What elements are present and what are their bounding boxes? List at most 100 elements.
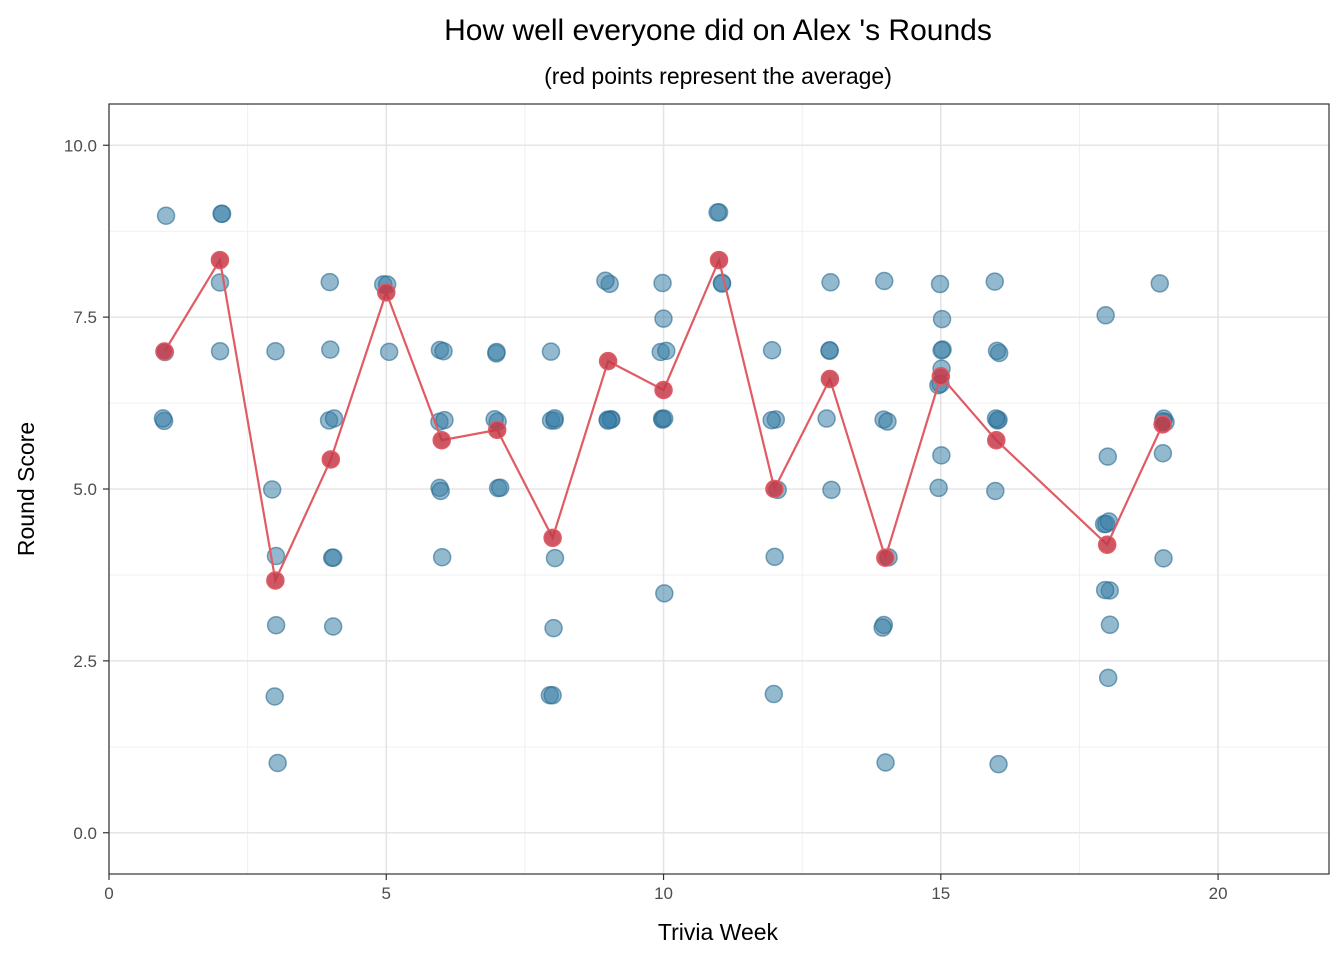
gridlines bbox=[108, 104, 1329, 874]
score-point bbox=[543, 686, 562, 705]
average-point bbox=[543, 528, 562, 548]
score-point bbox=[655, 584, 674, 603]
chart-subtitle: (red points represent the average) bbox=[544, 63, 892, 89]
average-point bbox=[266, 571, 285, 590]
y-tick-label: 7.5 bbox=[73, 308, 97, 327]
score-point bbox=[1154, 549, 1173, 568]
average-point bbox=[654, 380, 673, 400]
score-point bbox=[873, 618, 892, 637]
axes: 0 5 10 15 20 0.0 2.5 5.0 7.5 10.0 bbox=[64, 136, 1228, 903]
x-tick-label: 10 bbox=[654, 884, 673, 903]
score-point bbox=[265, 687, 284, 706]
average-point bbox=[709, 250, 729, 270]
y-axis-title: Round Score bbox=[13, 422, 39, 556]
score-point bbox=[986, 409, 1006, 428]
x-tick-label: 15 bbox=[931, 884, 950, 903]
score-point bbox=[321, 340, 340, 359]
score-point bbox=[266, 615, 286, 635]
score-point bbox=[1096, 306, 1115, 325]
score-point bbox=[432, 547, 452, 567]
score-point bbox=[765, 547, 784, 567]
score-point bbox=[324, 548, 343, 567]
score-point bbox=[596, 271, 615, 291]
average-point bbox=[1097, 535, 1117, 554]
score-point bbox=[708, 203, 727, 222]
score-point bbox=[268, 753, 287, 773]
score-point bbox=[764, 684, 784, 704]
average-point bbox=[1153, 415, 1172, 434]
score-point bbox=[1153, 443, 1173, 463]
average-point bbox=[210, 250, 230, 270]
score-point bbox=[1098, 668, 1118, 688]
y-tick-label: 2.5 bbox=[73, 652, 97, 671]
score-point bbox=[985, 272, 1005, 291]
y-tick-label: 10.0 bbox=[64, 136, 97, 155]
score-point bbox=[930, 274, 950, 294]
score-point bbox=[545, 409, 564, 428]
y-tick-label: 0.0 bbox=[73, 824, 97, 843]
score-point bbox=[1150, 274, 1170, 293]
score-point bbox=[266, 341, 285, 361]
chart-title: How well everyone did on Alex 's Rounds bbox=[444, 14, 992, 47]
score-point bbox=[1100, 615, 1120, 635]
score-point bbox=[435, 410, 454, 430]
score-point bbox=[487, 342, 506, 362]
score-point bbox=[712, 274, 732, 293]
score-point bbox=[379, 342, 399, 362]
score-point bbox=[878, 412, 897, 431]
score-point bbox=[598, 411, 618, 430]
average-point bbox=[598, 351, 618, 371]
score-point bbox=[762, 341, 782, 360]
score-point bbox=[434, 341, 453, 361]
score-point bbox=[820, 341, 839, 360]
plot-marks bbox=[153, 203, 1175, 774]
score-point bbox=[156, 206, 176, 226]
score-point bbox=[262, 480, 282, 499]
score-point bbox=[932, 446, 951, 465]
average-point bbox=[432, 430, 451, 450]
x-tick-label: 0 bbox=[104, 884, 113, 903]
score-point bbox=[490, 478, 510, 497]
score-point bbox=[762, 410, 781, 430]
score-point bbox=[541, 342, 561, 361]
score-point bbox=[320, 272, 340, 292]
score-point bbox=[1098, 447, 1118, 466]
score-point bbox=[986, 481, 1005, 501]
score-point bbox=[323, 617, 343, 636]
score-point bbox=[654, 309, 673, 328]
score-point bbox=[431, 481, 450, 501]
average-point bbox=[321, 450, 341, 469]
score-point bbox=[657, 341, 676, 361]
average-point bbox=[487, 420, 507, 440]
score-point bbox=[929, 478, 948, 498]
score-point bbox=[821, 273, 840, 292]
score-point bbox=[653, 273, 672, 293]
score-point bbox=[817, 409, 836, 428]
score-point bbox=[324, 409, 344, 428]
score-point bbox=[654, 409, 674, 428]
y-tick-label: 5.0 bbox=[73, 480, 97, 499]
score-point bbox=[545, 548, 565, 568]
average-point bbox=[820, 369, 840, 389]
score-point bbox=[989, 754, 1008, 774]
average-point bbox=[987, 430, 1006, 450]
score-point bbox=[210, 341, 230, 361]
score-point bbox=[932, 341, 951, 360]
average-point bbox=[765, 479, 784, 499]
score-point bbox=[153, 409, 173, 428]
score-point bbox=[1095, 580, 1115, 600]
average-point bbox=[377, 283, 396, 302]
x-tick-label: 20 bbox=[1209, 884, 1228, 903]
score-point bbox=[932, 309, 952, 329]
average-point bbox=[931, 367, 951, 386]
average-point bbox=[876, 548, 895, 567]
score-point bbox=[822, 480, 841, 500]
score-point bbox=[987, 341, 1007, 361]
score-point bbox=[876, 753, 895, 772]
x-tick-label: 5 bbox=[382, 884, 391, 903]
average-line bbox=[163, 256, 1164, 585]
average-point bbox=[155, 342, 174, 361]
score-point bbox=[875, 271, 894, 291]
score-point bbox=[544, 618, 563, 638]
